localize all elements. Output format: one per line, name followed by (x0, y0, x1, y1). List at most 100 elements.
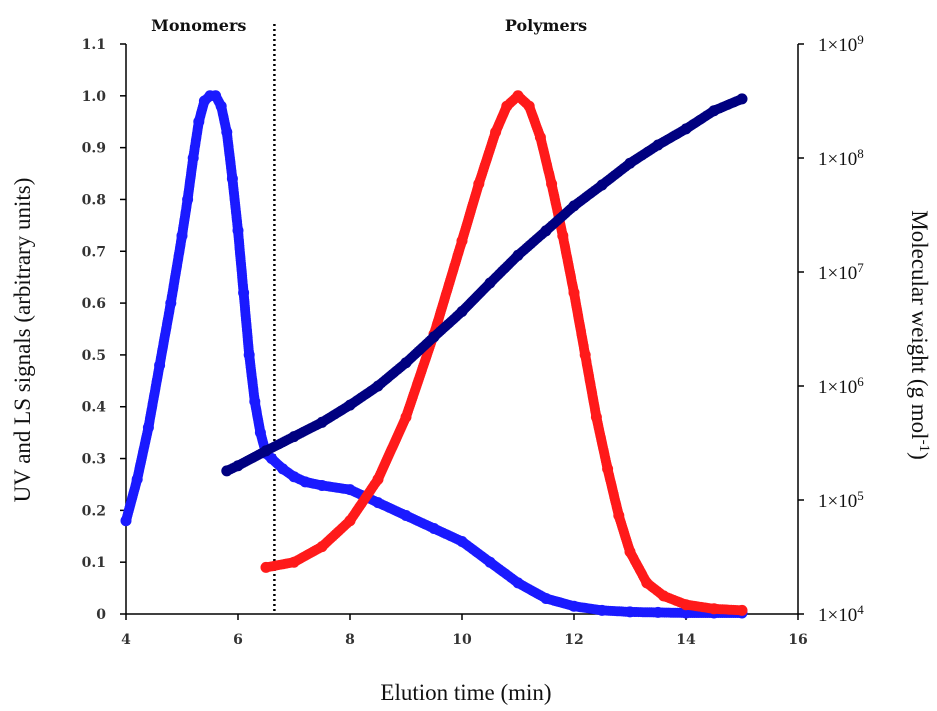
x-tick-label: 8 (345, 632, 355, 648)
y-tick-label: 0.4 (82, 400, 107, 416)
series-0-point (344, 484, 356, 496)
series-0-point (249, 396, 261, 407)
series-0-point (221, 126, 233, 138)
series-0-point (456, 536, 468, 547)
y2-tick-exponent: 5 (857, 488, 864, 503)
series-1-point (736, 604, 748, 616)
series-2-point (652, 139, 664, 151)
series-1-point (400, 411, 412, 423)
series-2-point (512, 249, 524, 261)
series-0-point (142, 422, 154, 433)
y2-tick-label: 1×106 (818, 374, 864, 399)
series-2-point (484, 277, 496, 289)
series-1-point (568, 287, 580, 299)
series-2-point (708, 105, 720, 117)
y2-tick-exponent: 7 (857, 260, 864, 275)
series-0-point (226, 173, 238, 185)
series-1-point (602, 463, 614, 475)
series-0-point (372, 497, 384, 509)
x-tick-label: 16 (788, 632, 807, 648)
series-0-point (215, 100, 227, 112)
y-tick-label: 0 (96, 607, 106, 623)
series-2-point (316, 416, 328, 428)
series-0-point (120, 515, 132, 527)
series-0-point (277, 463, 289, 475)
x-tick-label: 10 (452, 632, 472, 648)
y2-axis-title: Molecular weight (g mol-1) (907, 210, 932, 459)
y-tick-label: 0.5 (82, 348, 106, 364)
series-2-point (428, 331, 440, 343)
series-2-point (344, 399, 356, 411)
y-axis-title: UV and LS signals (arbitrary units) (10, 178, 35, 503)
series-1-point (372, 473, 384, 485)
series-2-point (260, 445, 272, 457)
series-0-point (299, 476, 311, 488)
y-tick-label: 0.9 (82, 141, 106, 157)
series-1-point (456, 235, 468, 247)
x-tick-label: 14 (676, 632, 696, 648)
series-0-point (187, 152, 199, 164)
series-2 (221, 93, 748, 477)
x-axis-title: Elution time (min) (380, 680, 551, 705)
y2-tick-label: 1×108 (818, 146, 864, 171)
series-0-point (316, 480, 328, 491)
series-0-point (288, 471, 300, 483)
series-1-point (590, 411, 602, 423)
series-1-point (613, 510, 625, 521)
series-1-point (557, 230, 569, 242)
y2-tick-exponent: 6 (857, 374, 864, 389)
series-1-point (473, 178, 485, 190)
series-1-point (523, 100, 535, 112)
region-label: Polymers (505, 16, 587, 35)
x-tick-label: 4 (121, 632, 131, 648)
series-0-point (193, 116, 205, 128)
series-1-point (658, 590, 670, 602)
x-tick-label: 6 (233, 632, 243, 648)
series-1-point (680, 599, 692, 611)
y2-tick-mantissa: 1×10 (818, 35, 857, 56)
y2-tick-exponent: 9 (857, 32, 864, 47)
series-0-point (182, 194, 194, 205)
series-1-point (708, 603, 720, 615)
y2-tick-exponent: 4 (857, 602, 864, 617)
y2-tick-exponent: 8 (857, 146, 864, 161)
series-1-point (288, 556, 300, 568)
region-label: Monomers (151, 16, 246, 35)
series-0-point (652, 606, 664, 618)
y2-tick-mantissa: 1×10 (818, 491, 857, 512)
y-tick-label: 1.1 (82, 37, 106, 53)
series-2-point (540, 225, 552, 237)
series-0-point (176, 230, 188, 242)
series-2-point (624, 157, 636, 169)
series-1-point (624, 546, 636, 558)
y2-tick-mantissa: 1×10 (818, 263, 857, 284)
y2-tick-label: 1×107 (818, 260, 864, 285)
y2-axis-title-exp: -1 (916, 440, 932, 453)
y2-tick-mantissa: 1×10 (818, 605, 857, 626)
series-1-point (260, 561, 272, 573)
y-tick-label: 0.8 (82, 192, 106, 208)
y-tick-label: 0.6 (82, 296, 106, 312)
series-0-point (210, 90, 222, 102)
x-tick-label: 12 (564, 632, 583, 648)
series-0-point (154, 359, 166, 371)
series-2-point (232, 460, 244, 472)
y2-tick-mantissa: 1×10 (818, 149, 857, 170)
series-1 (260, 90, 748, 616)
series-1-point (490, 126, 502, 138)
series-0-point (243, 349, 255, 361)
y2-tick-label: 1×105 (818, 488, 864, 513)
series-1-point (534, 131, 546, 143)
series-layer (120, 90, 748, 619)
series-0-point (165, 297, 177, 309)
x-ticks: 4 6 8 10 12 14 16 (121, 614, 808, 648)
series-0-point (568, 600, 580, 612)
y2-axis-title-main: Molecular weight (g mol (907, 210, 932, 439)
series-1-point (344, 515, 356, 527)
series-1-point (501, 100, 513, 112)
series-0-point (512, 577, 524, 589)
y-tick-label: 0.3 (82, 452, 106, 468)
series-0-point (254, 427, 266, 439)
